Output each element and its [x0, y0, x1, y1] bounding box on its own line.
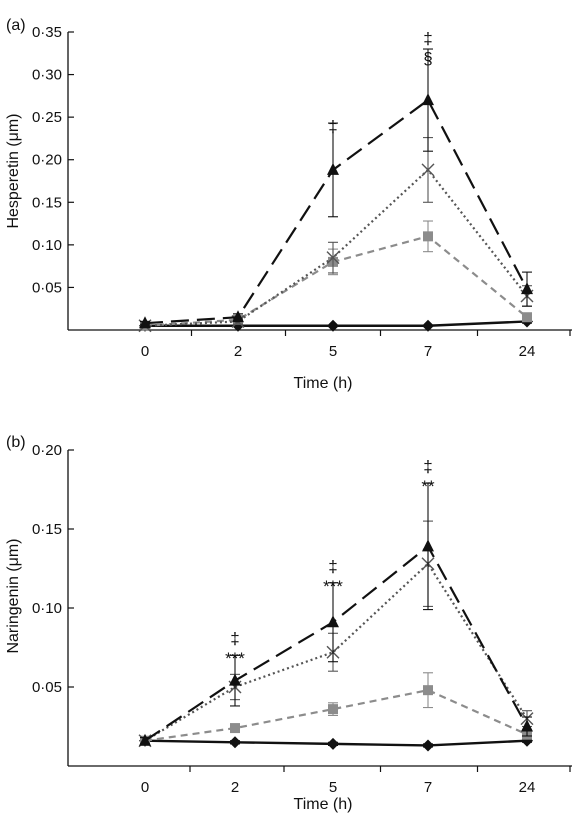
- panel-a-series-square-line: [144, 235, 528, 327]
- panel-a-point-diamond: [422, 319, 434, 332]
- panel-a-point-diamond: [327, 319, 339, 332]
- panel-a: (a) Hesperetin (μm) Time (h) 0·05 0·10 0·1…: [5, 17, 572, 392]
- panel-b-point-triangle: [327, 615, 339, 628]
- panel-b-significance-mark: ***: [323, 577, 343, 596]
- panel-a-point-square: [423, 231, 433, 242]
- panel-b-point-diamond: [327, 737, 339, 750]
- panel-b-significance-mark: ***: [225, 649, 245, 668]
- panel-a-x-tick-label: 5: [329, 343, 337, 360]
- panel-b-x-tick-label: 7: [424, 779, 432, 796]
- panel-a-y-tick-label: 0·30: [32, 67, 62, 84]
- panel-a-series-cross-line: [144, 168, 528, 327]
- panel-b-point-triangle: [422, 539, 434, 552]
- panel-b-x-tick-label: 2: [231, 779, 239, 796]
- panel-a-y-tick-label: 0·15: [32, 194, 62, 211]
- panel-b-y-tick-label: 0·20: [32, 442, 62, 459]
- panel-a-x-tick-label: 7: [424, 343, 432, 360]
- panel-b-x-tick-label: 24: [519, 779, 536, 796]
- panel-b-significance-mark: **: [421, 477, 435, 496]
- panel-a-label: (a): [6, 17, 26, 34]
- panel-a-y-tick-label: 0·35: [32, 24, 62, 41]
- panel-b-significance-mark: ‡: [230, 629, 239, 648]
- panel-b-point-triangle: [521, 719, 533, 732]
- panel-a-y-axis-label: Hesperetin (μm): [5, 113, 22, 228]
- panel-a-x-tick-label: 2: [234, 343, 242, 360]
- panel-a-y-tick-label: 0·10: [32, 237, 62, 254]
- panel-b-point-triangle: [139, 733, 151, 746]
- panel-b-point-square: [230, 723, 240, 734]
- panel-b: (b) Naringenin (μm) Time (h) 0·05 0·10 0·1…: [5, 434, 572, 813]
- panel-b-significance-mark: ‡: [328, 557, 337, 576]
- panel-a-point-triangle: [327, 162, 339, 175]
- panel-a-point-cross: [421, 163, 435, 177]
- panel-a-significance-mark: ‡: [328, 117, 337, 136]
- panel-b-x-axis-label: Time (h): [294, 796, 353, 813]
- panel-b-x-tick-label: 0: [141, 779, 149, 796]
- panel-a-significance-mark: ‡: [423, 29, 432, 48]
- panel-b-point-square: [328, 704, 338, 715]
- panel-b-significance-mark: ‡: [423, 457, 432, 476]
- panel-b-y-axis-label: Naringenin (μm): [5, 538, 22, 653]
- panel-b-y-tick-label: 0·10: [32, 600, 62, 617]
- panel-a-point-cross: [326, 251, 340, 265]
- panel-a-x-tick-label: 0: [141, 343, 149, 360]
- panel-a-point-square: [522, 312, 532, 323]
- panel-a-y-tick-label: 0·05: [32, 279, 62, 296]
- panel-a-significance-mark: §: [423, 49, 432, 68]
- panel-b-x-tick-label: 5: [329, 779, 337, 796]
- panel-b-y-tick-label: 0·15: [32, 521, 62, 538]
- panel-a-y-tick-label: 0·25: [32, 109, 62, 126]
- panel-a-x-axis-label: Time (h): [294, 375, 353, 392]
- panel-b-label: (b): [6, 434, 26, 451]
- panel-a-point-triangle: [422, 93, 434, 106]
- panel-a-point-triangle: [232, 310, 244, 323]
- panel-a-point-triangle: [521, 282, 533, 295]
- panel-b-point-diamond: [229, 736, 241, 749]
- panel-b-point-square: [423, 685, 433, 696]
- panel-a-point-triangle: [139, 316, 151, 329]
- panel-a-y-tick-label: 0·20: [32, 152, 62, 169]
- panel-b-y-tick-label: 0·05: [32, 679, 62, 696]
- panel-b-point-triangle: [229, 673, 241, 686]
- panel-a-x-tick-label: 24: [519, 343, 536, 360]
- panel-b-point-diamond: [422, 739, 434, 752]
- panel-b-series-square-line: [144, 689, 528, 742]
